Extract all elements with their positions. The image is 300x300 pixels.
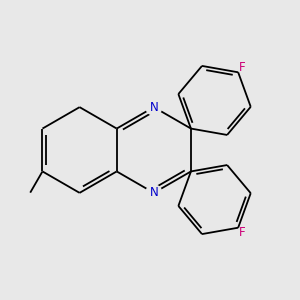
Text: N: N xyxy=(149,100,158,114)
Text: F: F xyxy=(239,61,245,74)
Circle shape xyxy=(146,185,162,201)
Text: F: F xyxy=(239,226,245,239)
Circle shape xyxy=(146,99,162,115)
Text: N: N xyxy=(149,186,158,200)
